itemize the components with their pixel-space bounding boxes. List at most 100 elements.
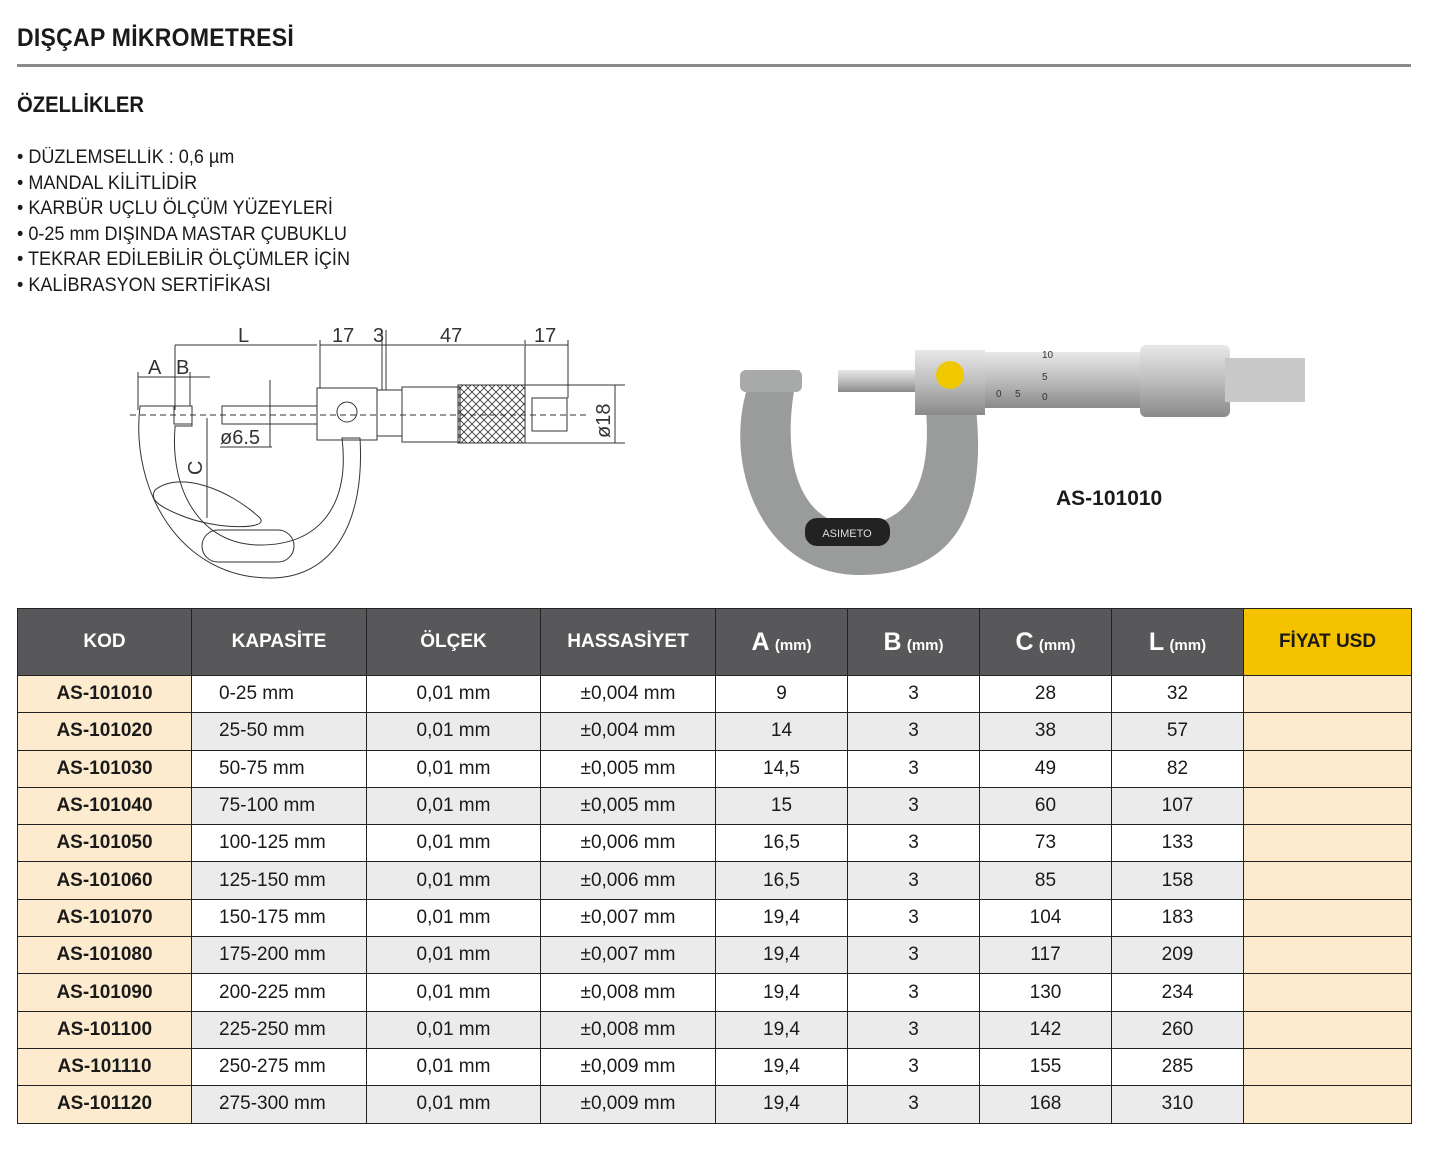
cell-olcek: 0,01 mm xyxy=(366,936,541,975)
cell-price xyxy=(1243,712,1412,751)
cell-hassasiyet: ±0,007 mm xyxy=(540,898,716,938)
table-row: AS-101040 75-100 mm 0,01 mm ±0,005 mm 15 3 60 1… xyxy=(17,786,1412,826)
cell-kapasite: 100-125 mm xyxy=(191,824,367,863)
cell-c: 73 xyxy=(979,824,1112,863)
cell-olcek: 0,01 mm xyxy=(366,674,541,714)
cell-b: 3 xyxy=(847,749,980,788)
table-row: AS-101090 200-225 mm 0,01 mm ±0,008 mm 19,4 3… xyxy=(17,973,1412,1012)
feature-item: • KALİBRASYON SERTİFİKASI xyxy=(17,274,271,296)
dim-thimble-diameter: ø18 xyxy=(593,404,615,438)
header-olcek: ÖLÇEK xyxy=(366,608,541,676)
cell-c: 85 xyxy=(979,861,1112,900)
cell-kod: AS-101090 xyxy=(17,973,192,1012)
features-list: • DÜZLEMSELLİK : 0,6 µm • MANDAL KİLİTLİ… xyxy=(17,145,350,298)
cell-c: 49 xyxy=(979,749,1112,788)
cell-price xyxy=(1243,749,1412,788)
cell-hassasiyet: ±0,008 mm xyxy=(540,1010,716,1049)
cell-kod: AS-101050 xyxy=(17,824,192,863)
header-c: C (mm) xyxy=(979,608,1112,676)
cell-a: 15 xyxy=(715,786,848,826)
header-c-label: C xyxy=(1015,627,1034,656)
header-b: B (mm) xyxy=(847,608,980,676)
feature-item: • KARBÜR UÇLU ÖLÇÜM YÜZEYLERİ xyxy=(17,198,333,219)
cell-c: 117 xyxy=(979,936,1112,975)
dim-L: L xyxy=(238,325,249,347)
technical-drawing: L 17 3 47 17 A B C ø6.5 ø18 xyxy=(130,325,625,579)
photo-product-code: AS-101010 xyxy=(1056,487,1163,510)
header-a: A (mm) xyxy=(715,608,848,676)
table-row: AS-101060 125-150 mm 0,01 mm ±0,006 mm 16,5 3… xyxy=(17,861,1412,900)
header-l: L (mm) xyxy=(1111,608,1244,676)
cell-kapasite: 0-25 mm xyxy=(191,674,367,714)
cell-kod: AS-101100 xyxy=(17,1010,192,1049)
cell-kapasite: 225-250 mm xyxy=(191,1010,367,1049)
brand-logo: ASIMETO xyxy=(822,528,872,540)
cell-hassasiyet: ±0,009 mm xyxy=(540,1047,716,1087)
cell-b: 3 xyxy=(847,973,980,1012)
thimble-scale: 10 xyxy=(1042,350,1054,361)
cell-kod: AS-101070 xyxy=(17,898,192,938)
cell-hassasiyet: ±0,004 mm xyxy=(540,674,716,714)
cell-a: 14,5 xyxy=(715,749,848,788)
cell-kapasite: 125-150 mm xyxy=(191,861,367,900)
table-row: AS-101010 0-25 mm 0,01 mm ±0,004 mm 9 3 28 32 xyxy=(17,674,1412,714)
cell-price xyxy=(1243,973,1412,1012)
cell-kod: AS-101110 xyxy=(17,1047,192,1087)
cell-kapasite: 25-50 mm xyxy=(191,712,367,751)
cell-olcek: 0,01 mm xyxy=(366,973,541,1012)
cell-kod: AS-101080 xyxy=(17,936,192,975)
cell-kod: AS-101020 xyxy=(17,712,192,751)
cell-l: 158 xyxy=(1111,861,1244,900)
cell-hassasiyet: ±0,006 mm xyxy=(540,861,716,900)
cell-hassasiyet: ±0,006 mm xyxy=(540,824,716,863)
header-unit: (mm) xyxy=(906,636,944,654)
cell-b: 3 xyxy=(847,674,980,714)
cell-c: 142 xyxy=(979,1010,1112,1049)
cell-kapasite: 250-275 mm xyxy=(191,1047,367,1087)
cell-olcek: 0,01 mm xyxy=(366,712,541,751)
table-row: AS-101110 250-275 mm 0,01 mm ±0,009 mm 19,4 3… xyxy=(17,1047,1412,1087)
cell-b: 3 xyxy=(847,786,980,826)
cell-a: 19,4 xyxy=(715,936,848,975)
features-heading: ÖZELLİKLER xyxy=(17,92,145,117)
cell-kapasite: 75-100 mm xyxy=(191,786,367,826)
cell-kod: AS-101120 xyxy=(17,1085,192,1124)
cell-b: 3 xyxy=(847,861,980,900)
title-divider xyxy=(17,64,1411,67)
table-row: AS-101050 100-125 mm 0,01 mm ±0,006 mm 16,5 3… xyxy=(17,824,1412,863)
dim-47: 47 xyxy=(440,325,462,347)
table-header-row: KOD KAPASİTE ÖLÇEK HASSASİYET A (mm) B (… xyxy=(17,608,1412,676)
cell-price xyxy=(1243,824,1412,863)
feature-item: • TEKRAR EDİLEBİLİR ÖLÇÜMLER İÇİN xyxy=(17,249,350,270)
cell-hassasiyet: ±0,009 mm xyxy=(540,1085,716,1124)
cell-hassasiyet: ±0,005 mm xyxy=(540,749,716,788)
cell-price xyxy=(1243,1047,1412,1087)
header-a-label: A xyxy=(751,627,770,656)
thimble-scale: 5 xyxy=(1042,372,1048,383)
dim-3: 3 xyxy=(373,325,384,347)
cell-l: 57 xyxy=(1111,712,1244,751)
cell-l: 234 xyxy=(1111,973,1244,1012)
cell-hassasiyet: ±0,008 mm xyxy=(540,973,716,1012)
header-price: FİYAT USD xyxy=(1243,608,1412,676)
cell-b: 3 xyxy=(847,1085,980,1124)
cell-hassasiyet: ±0,004 mm xyxy=(540,712,716,751)
cell-kod: AS-101040 xyxy=(17,786,192,826)
header-kapasite: KAPASİTE xyxy=(191,608,367,676)
cell-b: 3 xyxy=(847,824,980,863)
header-l-label: L xyxy=(1148,627,1165,656)
cell-l: 183 xyxy=(1111,898,1244,938)
cell-b: 3 xyxy=(847,1047,980,1087)
cell-hassasiyet: ±0,007 mm xyxy=(540,936,716,975)
table-row: AS-101120 275-300 mm 0,01 mm ±0,009 mm 19,4 3… xyxy=(17,1085,1412,1124)
cell-c: 168 xyxy=(979,1085,1112,1124)
header-hassasiyet: HASSASİYET xyxy=(540,608,716,676)
cell-a: 14 xyxy=(715,712,848,751)
table-row: AS-101100 225-250 mm 0,01 mm ±0,008 mm 19,4 3… xyxy=(17,1010,1412,1049)
cell-c: 38 xyxy=(979,712,1112,751)
dim-B: B xyxy=(176,357,189,379)
cell-b: 3 xyxy=(847,712,980,751)
cell-a: 19,4 xyxy=(715,1085,848,1124)
cell-kapasite: 175-200 mm xyxy=(191,936,367,975)
dim-spindle-diameter: ø6.5 xyxy=(220,427,260,449)
